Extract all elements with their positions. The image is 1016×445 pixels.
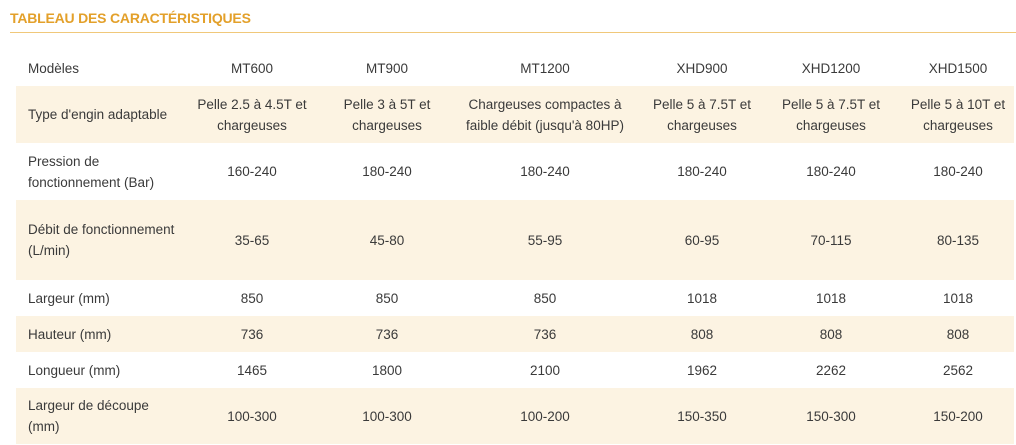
row-label: Largeur de découpe (mm)	[28, 398, 149, 434]
header-cell: MT600	[230, 60, 274, 76]
table-cell: 850	[240, 290, 264, 306]
table-cell: 100-300	[227, 408, 277, 424]
table-cell: 55-95	[527, 232, 563, 248]
table-cell: 100-200	[520, 408, 570, 424]
table-cell: 808	[946, 326, 970, 342]
table-cell: 808	[690, 326, 714, 342]
specs-table: Modèles MT600 MT900 MT1200 XHD900 XHD120…	[16, 50, 1014, 444]
header-cell: MT900	[365, 60, 409, 76]
table-row: Hauteur (mm) 736 736 736 808 808 808	[16, 316, 1014, 352]
table-cell: 150-300	[806, 408, 856, 424]
table-cell: 850	[533, 290, 557, 306]
table-cell: Pelle 2.5 à 4.5T et chargeuses	[197, 96, 307, 133]
table-cell: 1018	[942, 290, 974, 306]
table-cell: 180-240	[520, 164, 570, 179]
table-cell: 808	[819, 326, 843, 342]
table-header-row: Modèles MT600 MT900 MT1200 XHD900 XHD120…	[16, 50, 1014, 86]
table-row: Débit de fonctionnement (L/min) 35-65 45…	[16, 200, 1014, 280]
row-label: Largeur (mm)	[28, 290, 110, 306]
row-label: Pression de fonctionnement (Bar)	[28, 153, 155, 190]
table-cell: 100-300	[362, 408, 412, 424]
table-cell: 1018	[815, 290, 847, 306]
table-cell: 1800	[371, 362, 403, 378]
table-cell: 1018	[686, 290, 718, 306]
table-cell: 736	[533, 326, 557, 342]
header-label: Modèles	[28, 60, 80, 76]
page-title: TABLEAU DES CARACTÉRISTIQUES	[10, 10, 251, 26]
table-cell: Pelle 5 à 7.5T et chargeuses	[652, 96, 752, 133]
table-cell: 180-240	[933, 164, 983, 179]
header-cell: XHD1500	[928, 60, 988, 76]
table-cell: 70-115	[810, 232, 852, 248]
row-label: Type d'engin adaptable	[28, 107, 168, 122]
table-cell: 150-200	[933, 408, 983, 424]
title-divider	[10, 32, 1016, 33]
header-cell: XHD900	[676, 60, 728, 76]
table-cell: Pelle 5 à 10T et chargeuses	[910, 96, 1006, 133]
table-cell: 160-240	[227, 164, 277, 179]
table-row: Longueur (mm) 1465 1800 2100 1962 2262 2…	[16, 352, 1014, 388]
table-row: Pression de fonctionnement (Bar) 160-240…	[16, 143, 1014, 200]
table-cell: 60-95	[684, 232, 720, 248]
header-cell: MT1200	[520, 60, 570, 76]
table-cell: 150-350	[677, 408, 727, 424]
table-cell: Pelle 5 à 7.5T et chargeuses	[781, 96, 881, 133]
table-cell: 35-65	[234, 232, 270, 248]
table-cell: 2262	[815, 362, 847, 378]
table-cell: 45-80	[369, 232, 405, 248]
row-label: Débit de fonctionnement (L/min)	[28, 222, 175, 258]
table-cell: 80-135	[936, 232, 980, 248]
row-label: Hauteur (mm)	[28, 326, 112, 342]
table-cell: 180-240	[806, 164, 856, 179]
table-row: Largeur de découpe (mm) 100-300 100-300 …	[16, 388, 1014, 444]
table-row: Type d'engin adaptable Pelle 2.5 à 4.5T …	[16, 86, 1014, 143]
table-cell: 180-240	[362, 164, 412, 179]
table-cell: 2100	[529, 362, 561, 378]
table-cell: 736	[240, 326, 264, 342]
table-cell: Pelle 3 à 5T et chargeuses	[343, 96, 431, 133]
table-cell: 1962	[686, 362, 718, 378]
table-cell: 1465	[236, 362, 268, 378]
table-row: Largeur (mm) 850 850 850 1018 1018 1018	[16, 280, 1014, 316]
header-cell: XHD1200	[801, 60, 861, 76]
table-cell: 2562	[942, 362, 974, 378]
table-cell: Chargeuses compactes à faible débit (jus…	[466, 96, 624, 133]
table-cell: 850	[375, 290, 399, 306]
table-cell: 736	[375, 326, 399, 342]
row-label: Longueur (mm)	[28, 362, 121, 378]
table-cell: 180-240	[677, 164, 727, 179]
